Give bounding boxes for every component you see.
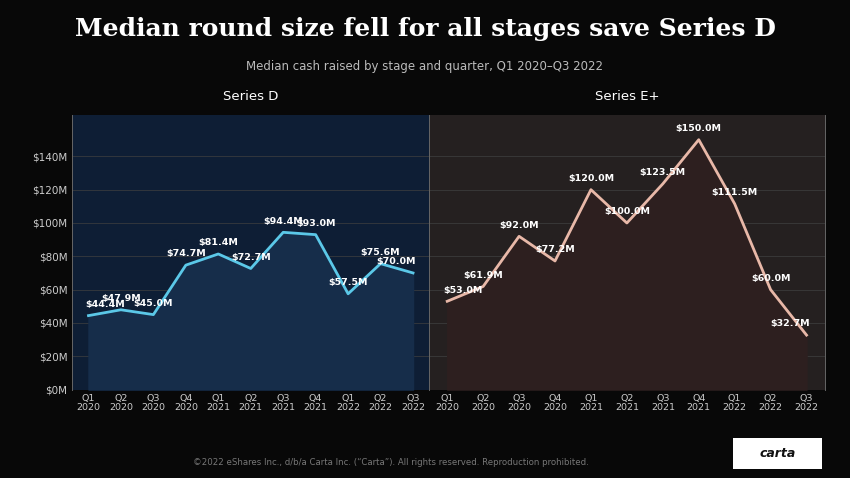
- Text: Median round size fell for all stages save Series D: Median round size fell for all stages sa…: [75, 17, 775, 41]
- Text: Series D: Series D: [223, 90, 279, 103]
- Text: $100.0M: $100.0M: [604, 207, 650, 217]
- Text: $57.5M: $57.5M: [328, 278, 368, 287]
- Text: $120.0M: $120.0M: [568, 174, 614, 183]
- Text: $150.0M: $150.0M: [676, 124, 722, 133]
- Text: $123.5M: $123.5M: [640, 168, 686, 177]
- Text: $77.2M: $77.2M: [536, 245, 575, 254]
- Text: $45.0M: $45.0M: [133, 299, 173, 308]
- Text: $75.6M: $75.6M: [360, 248, 400, 257]
- Text: $32.7M: $32.7M: [770, 319, 810, 328]
- Text: $111.5M: $111.5M: [711, 188, 758, 197]
- Text: ©2022 eShares Inc., d/b/a Carta Inc. (“Carta”). All rights reserved. Reproductio: ©2022 eShares Inc., d/b/a Carta Inc. (“C…: [193, 458, 589, 467]
- Text: $53.0M: $53.0M: [444, 286, 483, 294]
- Text: $81.4M: $81.4M: [198, 239, 238, 247]
- Text: $60.0M: $60.0M: [751, 274, 790, 283]
- Text: $47.9M: $47.9M: [101, 294, 141, 303]
- Text: $72.7M: $72.7M: [231, 253, 270, 262]
- Text: $61.9M: $61.9M: [463, 271, 503, 280]
- Text: Median cash raised by stage and quarter, Q1 2020–Q3 2022: Median cash raised by stage and quarter,…: [246, 60, 604, 73]
- Text: carta: carta: [759, 447, 796, 460]
- Text: $74.7M: $74.7M: [166, 250, 206, 259]
- Text: $44.4M: $44.4M: [85, 300, 125, 309]
- Text: $92.0M: $92.0M: [499, 221, 539, 229]
- Text: $94.4M: $94.4M: [264, 217, 303, 226]
- Text: $70.0M: $70.0M: [377, 257, 416, 266]
- Text: Series E+: Series E+: [595, 90, 659, 103]
- Text: $93.0M: $93.0M: [296, 219, 336, 228]
